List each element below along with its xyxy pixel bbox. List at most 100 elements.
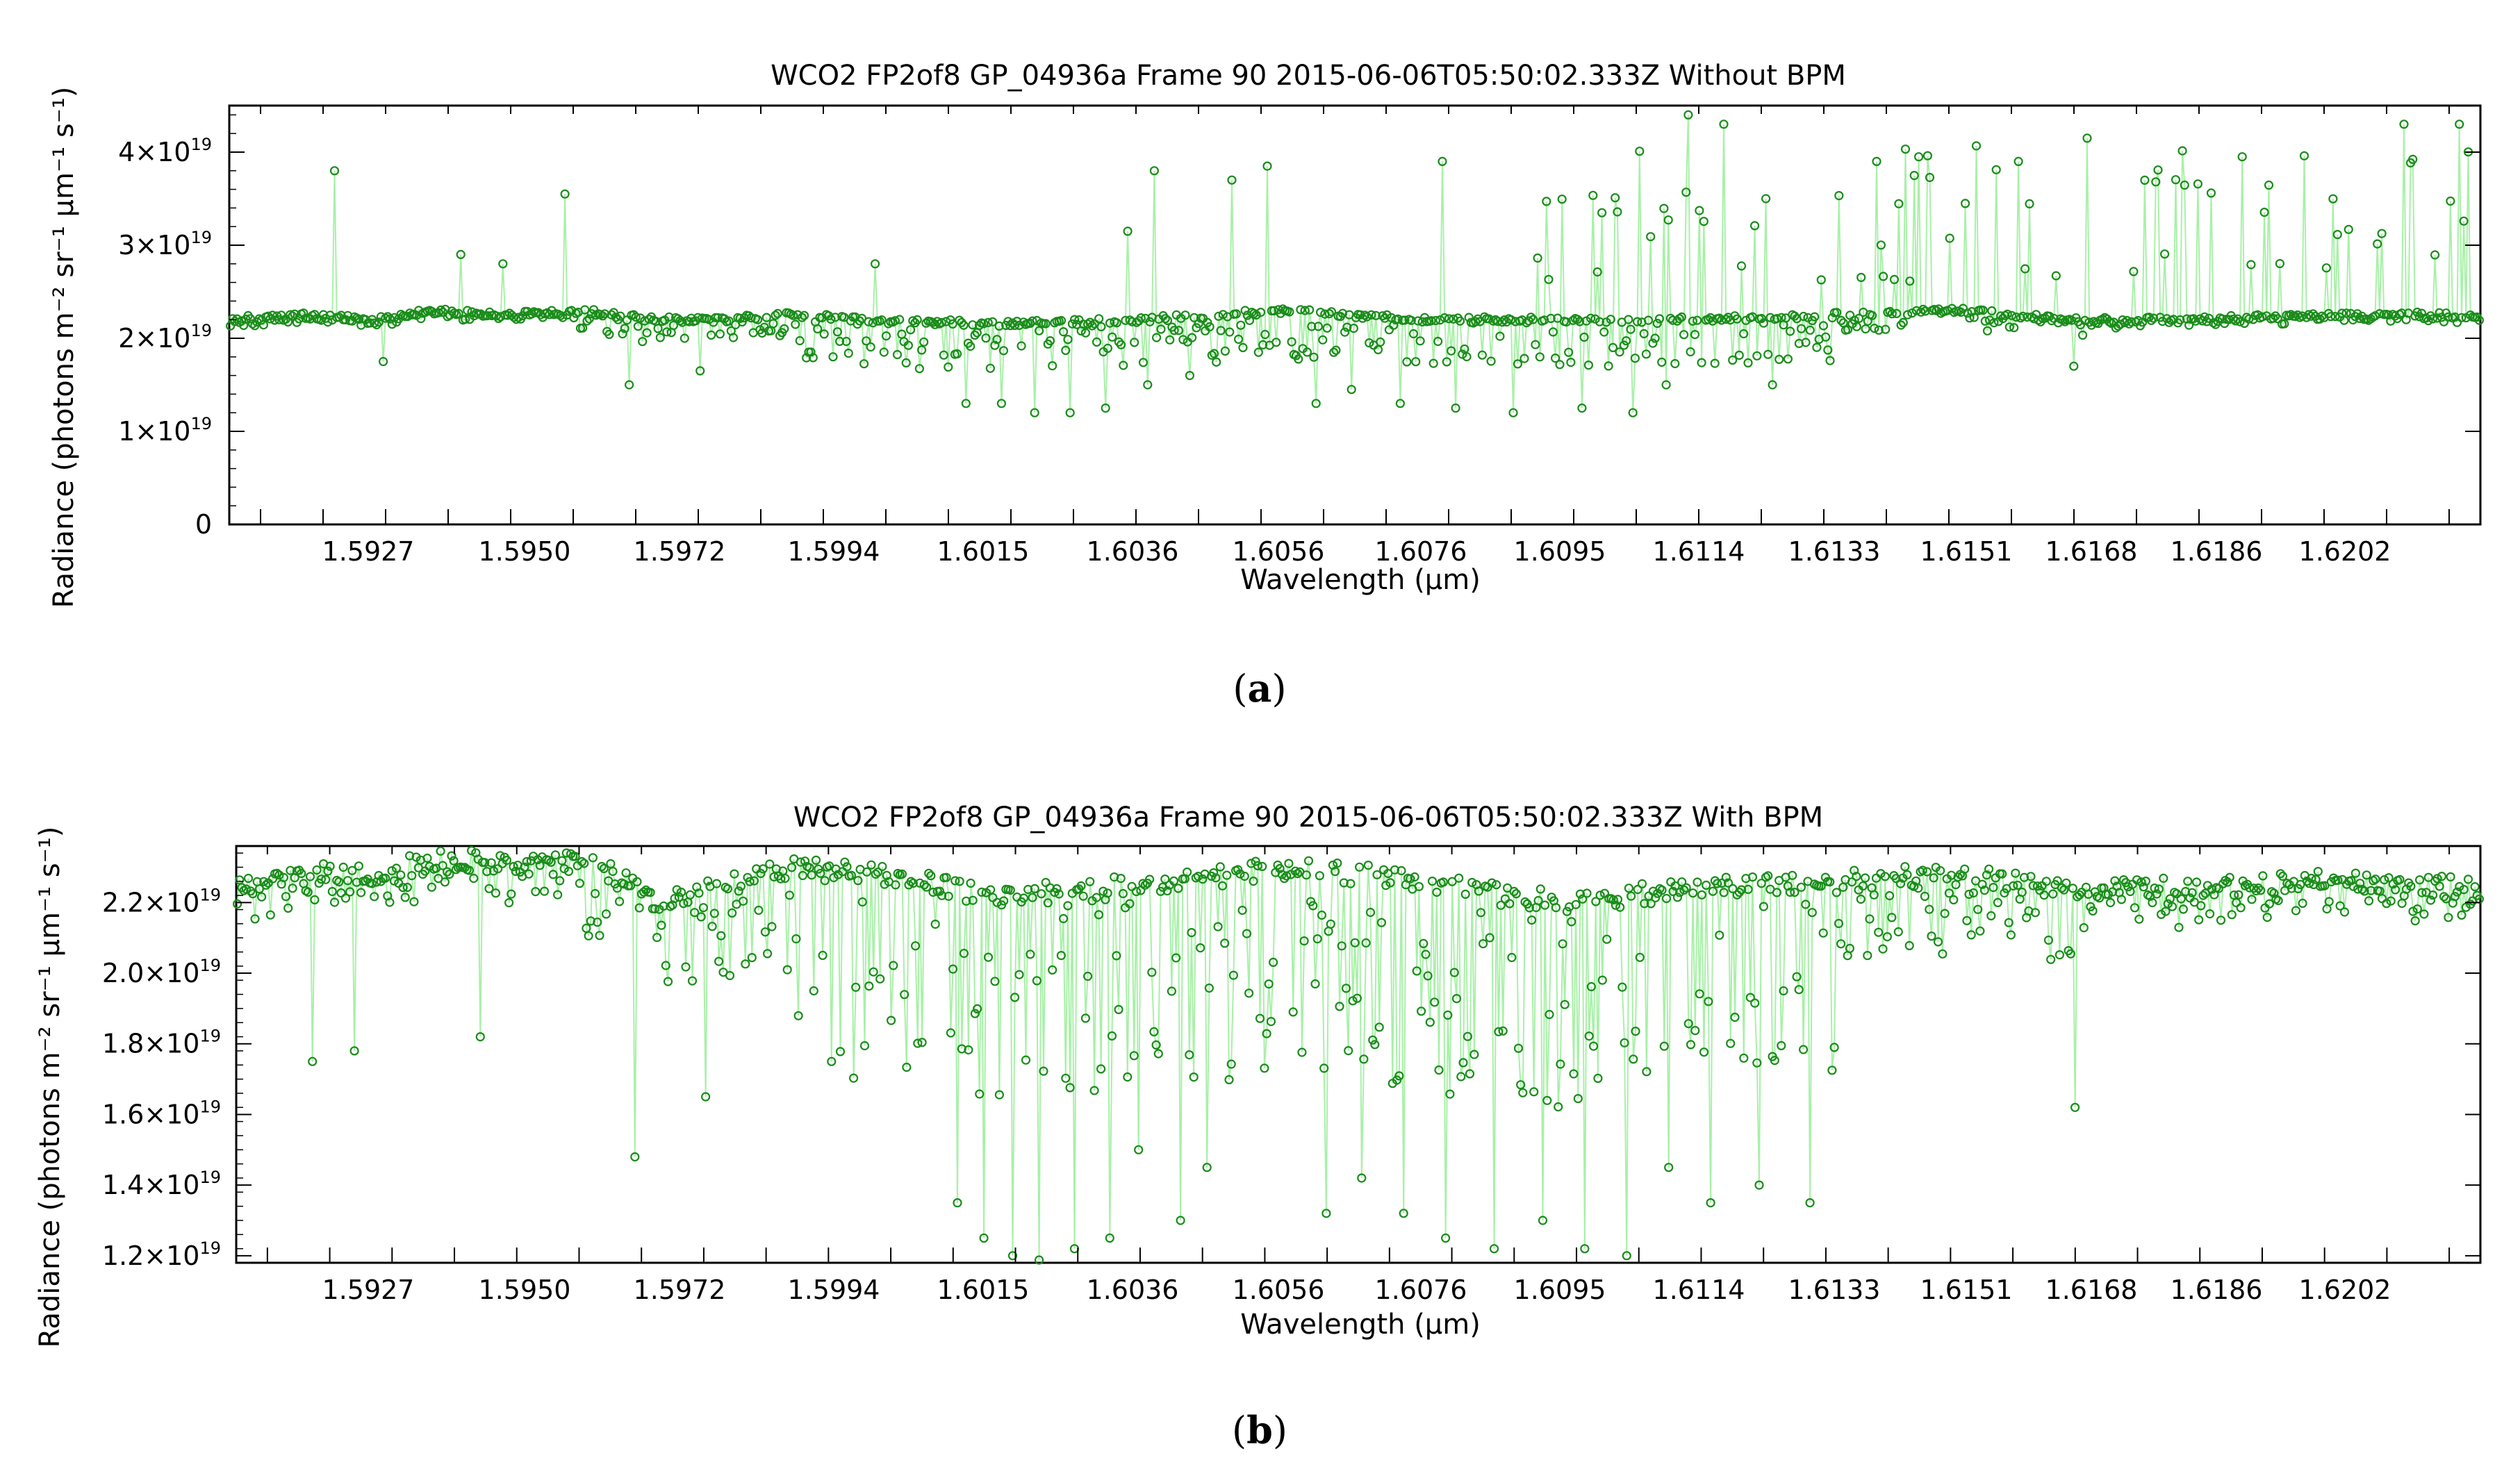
data-point	[661, 961, 670, 970]
data-point	[1317, 910, 1327, 920]
data-point	[1266, 1016, 1276, 1027]
data-point	[1679, 885, 1689, 895]
data-point	[2200, 312, 2209, 322]
data-point	[1599, 327, 1609, 337]
data-point	[921, 882, 932, 892]
data-point	[1416, 1006, 1426, 1016]
data-point	[482, 867, 492, 877]
data-point	[1538, 1216, 1548, 1225]
data-point	[283, 903, 293, 913]
data-point	[1426, 316, 1436, 326]
data-point	[1423, 971, 1433, 981]
data-point	[1688, 888, 1698, 898]
data-point	[1966, 930, 1976, 940]
data-point	[1699, 1047, 1709, 1057]
data-point	[1759, 902, 1768, 911]
data-point	[1964, 889, 1974, 900]
data-point	[1799, 1045, 1809, 1054]
data-point	[1361, 938, 1371, 948]
data-point	[1268, 957, 1278, 968]
data-point	[1586, 313, 1596, 323]
data-point	[2007, 310, 2017, 320]
data-point	[908, 878, 919, 888]
data-point	[1019, 317, 1028, 327]
data-point	[695, 366, 705, 376]
data-point	[1249, 876, 1258, 886]
data-point	[811, 855, 821, 865]
data-point	[664, 312, 674, 322]
data-point	[2177, 146, 2187, 156]
data-point	[1715, 313, 1724, 323]
data-series-b	[233, 845, 2484, 1265]
data-point	[1469, 1050, 1479, 1059]
data-point	[1975, 926, 1985, 936]
data-point	[675, 316, 685, 326]
data-point	[1414, 881, 1424, 891]
data-point	[1237, 905, 1247, 915]
data-point	[2432, 313, 2442, 323]
data-point	[1067, 319, 1078, 329]
data-point	[1101, 403, 1110, 413]
data-point	[2194, 915, 2204, 925]
data-point	[1542, 1095, 1552, 1105]
data-point	[1408, 329, 1419, 339]
y-tick-label: 1×1019	[118, 414, 212, 447]
data-point	[937, 317, 946, 327]
data-point	[1367, 310, 1376, 320]
data-point	[1378, 311, 1387, 321]
data-point	[959, 948, 969, 959]
data-point	[1967, 307, 1977, 317]
data-point	[1816, 881, 1826, 891]
y-tick-label: 1.8×1019	[102, 1027, 221, 1059]
data-point	[1794, 985, 1804, 995]
data-point	[655, 333, 665, 342]
data-point	[343, 876, 353, 886]
data-point	[1628, 408, 1638, 417]
data-point	[1023, 884, 1033, 895]
data-point	[539, 886, 550, 896]
data-point	[2223, 877, 2232, 887]
data-point	[930, 919, 940, 929]
data-point	[1786, 326, 1795, 336]
data-point	[1520, 354, 1529, 363]
data-point	[1438, 156, 1447, 166]
data-point	[582, 316, 592, 326]
data-point	[1936, 865, 1945, 876]
data-point	[2026, 872, 2036, 881]
data-point	[352, 877, 361, 887]
data-point	[1167, 986, 1177, 996]
data-point	[1987, 306, 1997, 316]
x-tick-label: 1.6114	[1653, 1275, 1745, 1305]
data-point	[2020, 264, 2030, 274]
data-point	[1686, 347, 1695, 357]
data-point	[1130, 338, 1139, 347]
data-point	[674, 892, 684, 902]
data-point	[2423, 872, 2433, 882]
data-point	[2152, 889, 2161, 899]
data-point	[681, 962, 691, 972]
data-point	[1672, 893, 1682, 902]
data-point	[1112, 951, 1121, 961]
data-point	[1589, 1041, 1599, 1051]
data-point	[2149, 313, 2159, 323]
data-point	[1652, 318, 1662, 329]
data-point	[1960, 864, 1970, 874]
data-point	[1663, 215, 1673, 225]
data-point	[1630, 354, 1640, 363]
x-tick-label: 1.5972	[634, 536, 726, 567]
data-point	[1477, 350, 1487, 360]
data-point	[247, 319, 258, 329]
data-point	[1494, 1027, 1504, 1036]
data-point	[1745, 993, 1755, 1002]
data-point	[2189, 314, 2198, 324]
data-point	[1326, 307, 1337, 317]
data-point	[486, 858, 496, 868]
data-point	[2444, 312, 2453, 322]
x-axis-ticks-b: 1.5927 1.5950 1.5972 1.5994 1.6015 1.6036 1.60…	[266, 846, 2451, 1305]
data-point	[2160, 249, 2170, 259]
data-point	[676, 887, 686, 897]
data-point	[329, 897, 340, 907]
data-point	[334, 877, 344, 887]
data-point	[1635, 147, 1645, 156]
data-point	[2009, 881, 2018, 891]
